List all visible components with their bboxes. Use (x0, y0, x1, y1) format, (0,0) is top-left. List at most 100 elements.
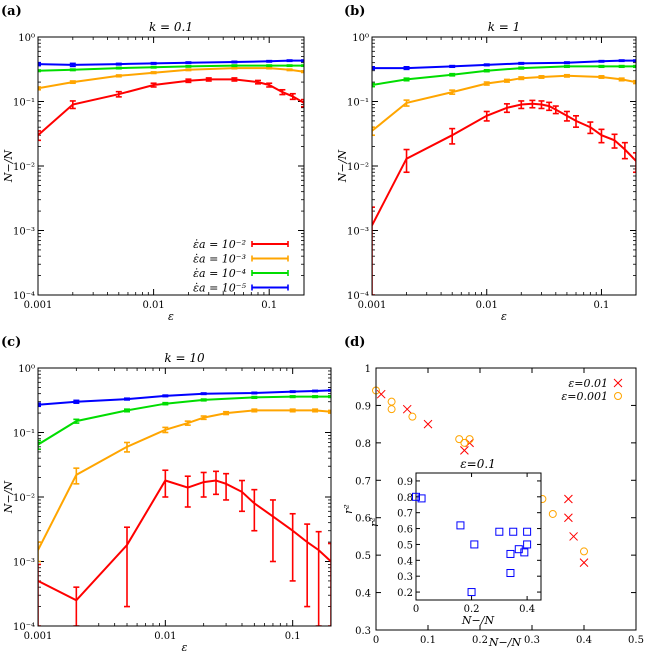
inset-y-tick-label: 0.5 (397, 540, 413, 551)
series-line-4 (38, 59, 304, 66)
legend-label: ε̇a = 10⁻² (193, 238, 246, 251)
marker-circle (387, 405, 396, 414)
marker-square (523, 540, 532, 549)
series-group (372, 59, 636, 295)
legend: ε̇a = 10⁻² ε̇a = 10⁻³ε̇a = 10⁻⁴ ε̇a = 10⁻⁵ (193, 238, 289, 295)
x-tick-label: 0.001 (24, 300, 53, 311)
panel-title: k = 0.1 (149, 20, 193, 34)
panel-label: (d) (344, 335, 365, 350)
inset-y-tick-label: 0.9 (397, 477, 413, 488)
x-tick-label: 0.4 (576, 635, 592, 646)
marker-circle (614, 392, 622, 400)
marker-x (460, 445, 469, 455)
marker-x (579, 558, 589, 567)
marker-x (564, 494, 573, 504)
series-line-1 (372, 102, 636, 226)
inset-x-label: N−/N (461, 614, 495, 627)
y-tick-label: 10⁻⁴ (347, 291, 369, 302)
panel-d: (d) 0 0.1 0.2 0.3 0.4 0.5 0.3 0.4 0.5 0.6 0.7 0.8 0.9… (342, 335, 644, 649)
series-line-2 (38, 67, 304, 90)
marker-circle (548, 509, 557, 518)
series-group (38, 59, 304, 142)
marker-circle (387, 397, 396, 406)
y-tick-label: 0.9 (355, 401, 371, 412)
x-tick-label: 0.5 (628, 635, 644, 646)
marker-square (495, 527, 504, 536)
y-tick-label: 10⁻³ (347, 227, 369, 238)
y-tick-label: 0.3 (355, 626, 371, 637)
y-tick-label: 0.7 (355, 476, 371, 487)
marker-x (564, 513, 573, 523)
panel-title: k = 10 (164, 351, 205, 365)
y-tick-label: 10⁰ (18, 33, 35, 44)
marker-square (520, 548, 529, 557)
y-tick-label: 10⁻⁴ (13, 622, 35, 633)
y-axis-label: N−/N (2, 150, 15, 184)
legend-label: ε=0.001 (561, 390, 608, 403)
plot-frame (37, 36, 305, 296)
x-axis-label: ε (168, 310, 174, 323)
panel-title: k = 1 (488, 20, 521, 34)
marker-x (423, 419, 433, 429)
legend-label: ε̇a = 10⁻³ (193, 253, 246, 266)
inset-y-tick-label: 0.3 (397, 572, 413, 583)
y-axis-label: N−/N (336, 150, 349, 184)
inset-x-tick-label: 0.2 (464, 604, 480, 615)
inset-y-tick-label: 0.6 (397, 525, 413, 536)
marker-square (467, 588, 476, 597)
inset: 0 0.2 0.40.20.30.40.50.60.70.80.9ε=0.1N−/N… (368, 457, 542, 627)
marker-x (402, 404, 412, 414)
y-tick-label: 10⁰ (352, 33, 369, 44)
marker-circle (455, 435, 464, 444)
marker-square (509, 527, 518, 536)
y-tick-label: 10⁻² (347, 162, 369, 173)
inset-y-tick-label: 0.4 (397, 556, 413, 567)
series-line-2 (38, 409, 331, 551)
inset-y-tick-label: 0.2 (397, 588, 413, 599)
marker-circle (580, 547, 588, 556)
marker-x (376, 389, 386, 399)
x-tick-label: 0.1 (261, 300, 277, 311)
legend: ε=0.01ε=0.001 (561, 377, 623, 403)
x-tick-label: 0.3 (524, 635, 540, 646)
y-tick-label: 10⁰ (18, 364, 35, 375)
x-tick-label: 0.01 (154, 631, 176, 642)
marker-x (613, 378, 623, 388)
x-axis-label: ε (182, 641, 188, 654)
legend-label: ε̇a = 10⁻⁵ (193, 282, 246, 295)
legend-label: ε=0.01 (568, 377, 608, 390)
x-tick-label: 0.01 (142, 300, 164, 311)
y-tick-label: 10⁻⁴ (13, 291, 35, 302)
x-axis-label: N−/N (488, 636, 522, 649)
series-line-1 (38, 78, 304, 136)
marker-circle (465, 435, 474, 444)
inset-y-tick-label: 0.8 (397, 493, 413, 504)
panel-label: (c) (1, 335, 21, 350)
marker-circle (408, 412, 417, 421)
x-tick-label: 0.001 (24, 631, 53, 642)
y-tick-label: 10⁻¹ (13, 98, 35, 109)
panel-label: (a) (1, 4, 22, 19)
inset-x-tick-label: 0 (413, 604, 419, 615)
plot-frame (375, 367, 637, 631)
x-tick-label: 0 (373, 635, 379, 646)
y-tick-label: 10⁻² (13, 493, 35, 504)
marker-square (417, 494, 426, 503)
y-tick-label: 10⁻³ (13, 558, 35, 569)
inset-y-label: r² (368, 517, 381, 527)
inset-x-tick-label: 0.4 (519, 604, 535, 615)
series-group (38, 388, 331, 626)
x-axis-label: ε (501, 310, 507, 323)
y-tick-label: 0.8 (355, 439, 371, 450)
panel-a: (a) 0.001 0.01 0.1 10⁻⁴ 10⁻³ 10⁻² 10⁻¹ 10⁰ ε N−/N k… (1, 4, 305, 323)
marker-square (456, 521, 465, 530)
y-tick-label: 10⁻³ (13, 227, 35, 238)
marker-square (506, 549, 515, 558)
inset-y-tick-label: 0.7 (397, 509, 413, 520)
x-tick-label: 0.1 (285, 631, 301, 642)
legend-label: ε̇a = 10⁻⁴ (193, 267, 246, 280)
marker-square (412, 492, 420, 501)
marker-square (470, 540, 479, 549)
x-tick-label: 0.1 (594, 300, 610, 311)
